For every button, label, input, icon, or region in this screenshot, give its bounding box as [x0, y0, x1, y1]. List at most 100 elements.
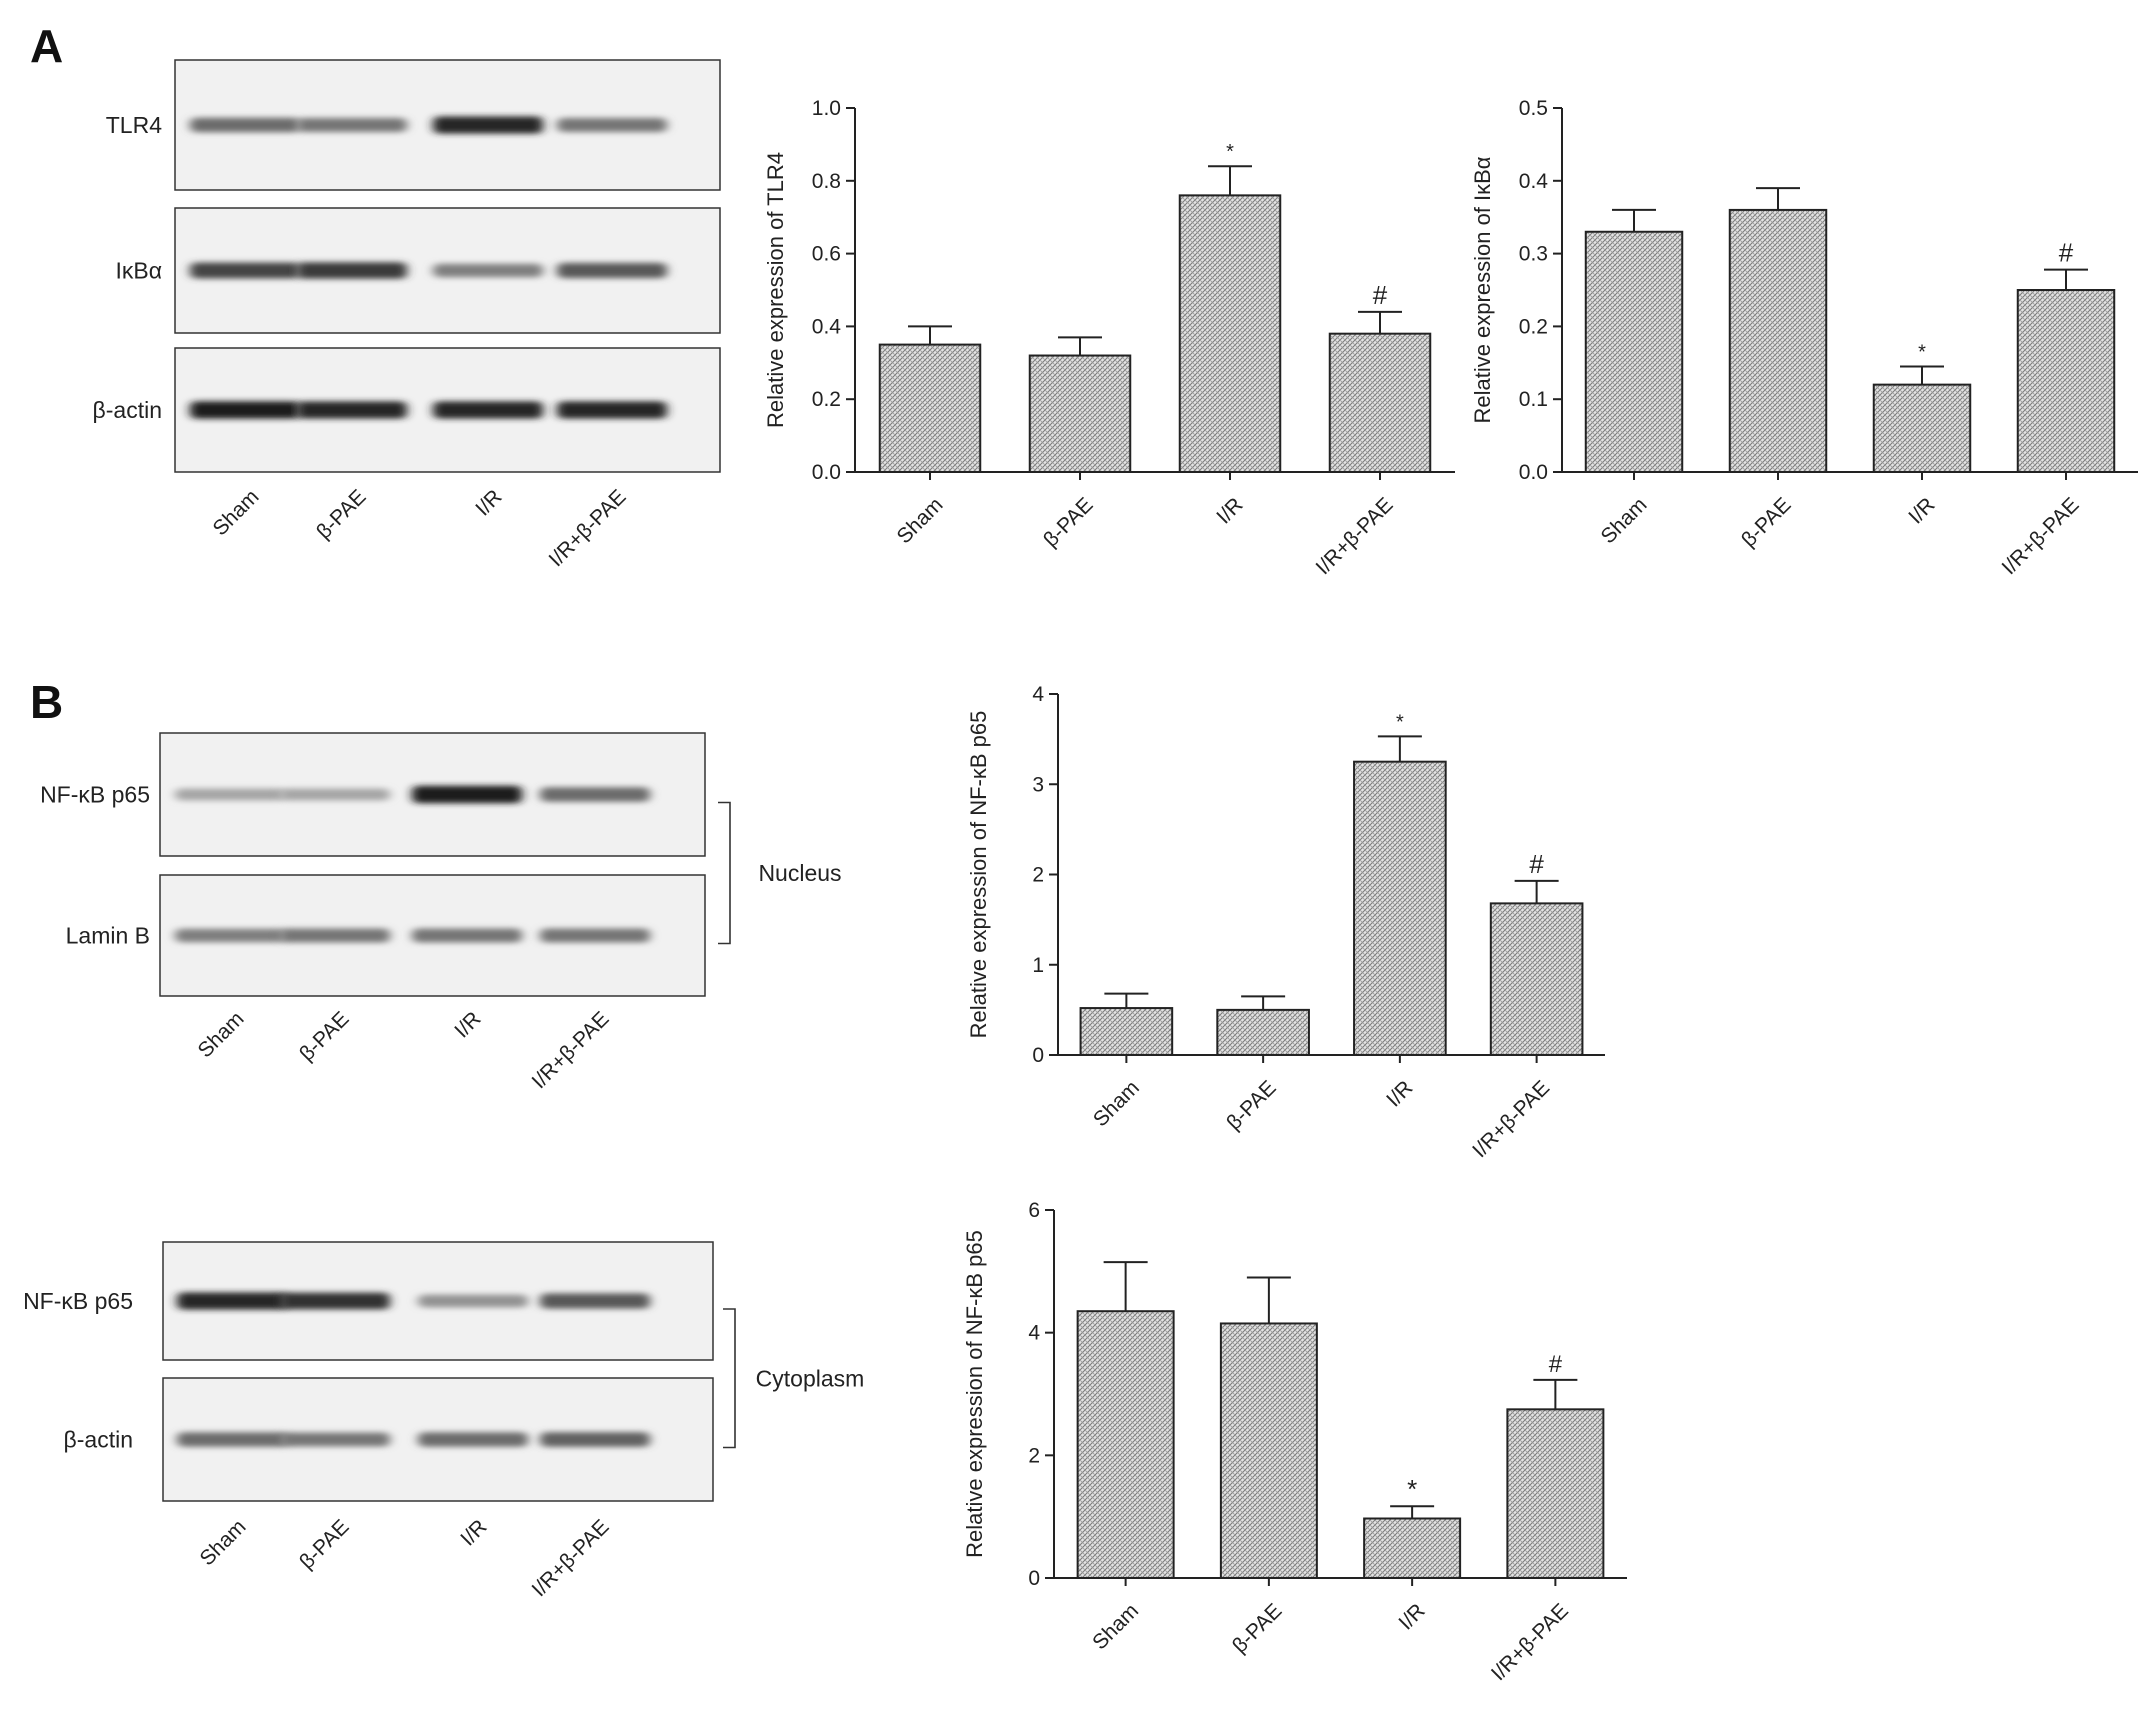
significance-mark: *: [1407, 1474, 1417, 1504]
x-tick-label: β-PAE: [1039, 493, 1097, 551]
blot-b-nucleus: NF-κB p65 Lamin B Sham β-PAE I/R I/R+β-PAE Nuc…: [40, 732, 842, 1093]
y-tick-label: 0.6: [812, 243, 841, 266]
bar-charts: 0.0 0.2 0.4 0.6 0.8 1.0 Relative expression of…: [763, 97, 2138, 1685]
blot-row-label: TLR4: [106, 112, 162, 138]
x-tick-label: I/R: [1212, 493, 1247, 528]
blot-lane-label: Sham: [208, 485, 263, 540]
y-axis-label: Relative expression of NF-κB p65: [962, 1230, 987, 1558]
blot-band: [412, 928, 522, 943]
x-tick-label: I/R: [1904, 493, 1939, 528]
blot-band: [190, 401, 300, 419]
bracket: [718, 801, 731, 945]
bar-chart-nfkb-nucleus: 0 1 2 3 4 Relative expression of NF-κB p65 Sha…: [966, 683, 1605, 1162]
blot-band: [280, 1292, 390, 1310]
x-tick-label: I/R+β-PAE: [1487, 1599, 1573, 1685]
significance-mark: #: [1549, 1351, 1563, 1378]
blot-band: [540, 787, 650, 802]
blot-row-label: β-actin: [93, 397, 162, 423]
y-tick-label: 0.4: [812, 315, 842, 338]
y-tick-label: 0.1: [1519, 388, 1548, 411]
bar: [1584, 230, 1684, 473]
x-tick-label: Sham: [1596, 493, 1651, 548]
blot-band: [433, 401, 543, 419]
blot-band: [540, 928, 650, 943]
blot-band: [540, 1432, 650, 1447]
y-tick-label: 0.4: [1519, 170, 1549, 193]
bar: [1363, 1517, 1462, 1580]
x-tick-label: I/R: [1394, 1599, 1429, 1634]
blot-band: [280, 1432, 390, 1447]
blot-row-label: β-actin: [64, 1427, 133, 1453]
bracket-label: Cytoplasm: [756, 1365, 865, 1391]
y-tick-label: 2: [1032, 864, 1044, 887]
y-tick-label: 0.0: [812, 461, 841, 484]
blot-row-label: Lamin B: [66, 923, 150, 949]
blot-band: [433, 116, 543, 134]
blot-lane-label: I/R: [456, 1515, 491, 1550]
bracket: [723, 1308, 736, 1449]
y-tick-label: 0.2: [1519, 315, 1548, 338]
blot-lane-label: β-PAE: [295, 1515, 353, 1573]
x-tick-label: I/R+β-PAE: [1998, 493, 2084, 579]
bar: [1079, 1007, 1174, 1057]
blot-lane-label: I/R: [450, 1007, 485, 1042]
y-tick-label: 3: [1032, 773, 1044, 796]
significance-mark: *: [1226, 141, 1234, 163]
bar: [1506, 1408, 1605, 1580]
bar: [2016, 289, 2116, 473]
x-tick-label: β-PAE: [1228, 1599, 1286, 1657]
blot-band: [557, 118, 667, 132]
blot-lane-label: I/R+β-PAE: [528, 1515, 614, 1601]
blot-band: [433, 263, 543, 278]
y-axis-label: Relative expression of NF-κB p65: [966, 711, 991, 1039]
significance-mark: #: [1529, 849, 1544, 879]
x-tick-label: I/R+β-PAE: [1312, 493, 1398, 579]
significance-mark: *: [1918, 341, 1926, 363]
x-tick-label: I/R: [1382, 1076, 1417, 1111]
blot-lane-label: Sham: [193, 1007, 248, 1062]
panel-letter-a: A: [30, 20, 63, 72]
blot-band: [175, 928, 285, 943]
y-axis-label: Relative expression of IκBα: [1470, 156, 1495, 423]
blot-lane-label: I/R+β-PAE: [545, 485, 631, 571]
significance-mark: #: [1373, 280, 1388, 310]
bar-chart-ikba: 0.0 0.1 0.2 0.3 0.4 0.5 Relative expression of…: [1470, 97, 2138, 579]
y-tick-label: 0.8: [812, 170, 841, 193]
blot-band: [540, 1293, 650, 1309]
y-tick-label: 0.0: [1519, 461, 1548, 484]
blot-lane-label: I/R: [471, 485, 506, 520]
significance-mark: *: [1396, 711, 1404, 733]
bar: [1028, 354, 1132, 473]
x-tick-label: Sham: [892, 493, 947, 548]
blot-lane-label: Sham: [195, 1515, 250, 1570]
blot-a: TLR4 IκBα β-actin Sham β-PAE I/R I/R+β-PAE: [93, 59, 721, 571]
x-tick-label: β-PAE: [1737, 493, 1795, 551]
x-tick-label: β-PAE: [1222, 1076, 1280, 1134]
y-tick-label: 6: [1028, 1199, 1040, 1222]
bar: [1178, 194, 1282, 474]
y-tick-label: 1: [1032, 954, 1044, 977]
blot-band: [557, 401, 667, 419]
blot-band: [418, 1294, 528, 1308]
blot-band: [190, 262, 300, 279]
bar-chart-nfkb-cytoplasm: 0 2 4 6 Relative expression of NF-κB p65 Sham…: [962, 1199, 1627, 1685]
blot-band: [418, 1432, 528, 1447]
bar: [1219, 1322, 1318, 1580]
y-tick-label: 0.2: [812, 388, 841, 411]
blot-row-label: NF-κB p65: [23, 1288, 133, 1314]
y-tick-label: 0.3: [1519, 243, 1548, 266]
blot-band: [412, 785, 522, 804]
bar: [1216, 1008, 1310, 1056]
y-tick-label: 4: [1028, 1322, 1040, 1345]
blot-band: [177, 1292, 287, 1310]
panel-letter-b: B: [30, 676, 63, 728]
y-tick-label: 0: [1032, 1044, 1044, 1067]
bar: [1328, 332, 1432, 473]
blot-row-label: NF-κB p65: [40, 782, 150, 808]
blot-lane-label: β-PAE: [312, 485, 370, 543]
blot-lane-label: β-PAE: [295, 1007, 353, 1065]
blot-band: [297, 262, 407, 279]
blot-band: [280, 928, 390, 943]
blot-band: [280, 788, 390, 801]
